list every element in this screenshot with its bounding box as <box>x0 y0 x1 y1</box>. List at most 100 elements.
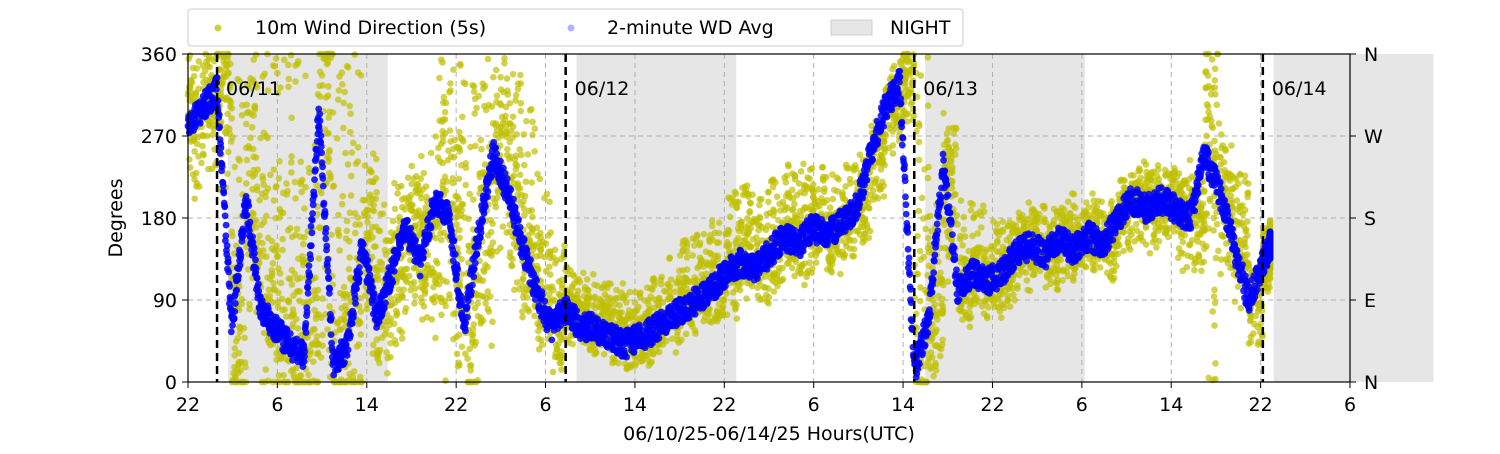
wind-5s-point <box>341 284 348 291</box>
wind-5s-point <box>330 183 337 190</box>
wind-5s-point <box>342 150 349 157</box>
wind-5s-point <box>738 225 745 232</box>
wind-5s-point <box>733 190 740 197</box>
wind-5s-point <box>1070 277 1077 284</box>
wind-5s-point <box>930 373 937 380</box>
wind-5s-point <box>325 114 332 121</box>
wind-5s-point <box>581 293 588 300</box>
wind-5s-point <box>535 335 542 342</box>
wind-5s-point <box>382 247 389 254</box>
wind-5s-point <box>471 83 478 90</box>
wind-5s-point <box>1014 282 1021 289</box>
wind-5s-point <box>393 308 400 315</box>
wind-5s-point <box>249 124 256 131</box>
wind-5s-point <box>490 239 497 246</box>
wind-5s-point <box>922 226 929 233</box>
wind-5s-point <box>310 358 317 365</box>
wind-5s-point <box>451 154 458 161</box>
wind-5s-point <box>959 316 966 323</box>
wind-5s-point <box>423 183 430 190</box>
wind-5s-point <box>1065 198 1072 205</box>
wind-5s-point <box>961 226 968 233</box>
wind-5s-point <box>467 362 474 369</box>
wind-5s-point <box>550 254 557 261</box>
wind-5s-point <box>347 210 354 217</box>
wind-5s-point <box>482 83 489 90</box>
wind-5s-point <box>404 266 411 273</box>
wind-5s-point <box>886 145 893 152</box>
wind-5s-point <box>727 196 734 203</box>
wind-5s-point <box>1005 223 1012 230</box>
wind-5s-point <box>399 335 406 342</box>
wind-5s-point <box>1201 259 1208 266</box>
wind-5s-point <box>1201 188 1208 195</box>
wind-5s-point <box>1203 243 1210 250</box>
wind-5s-point <box>348 192 355 199</box>
wind-5s-point <box>327 173 334 180</box>
wind-5s-point <box>1204 101 1211 108</box>
wind-5s-point <box>575 295 582 302</box>
wind-5s-point <box>462 182 469 189</box>
wind-5s-point <box>243 180 250 187</box>
wind-5s-point <box>984 313 991 320</box>
wind-5s-point <box>436 117 443 124</box>
wind-5s-point <box>298 159 305 166</box>
wind-5s-point <box>890 150 897 157</box>
wind-5s-point <box>259 240 266 247</box>
wind-5s-point <box>406 273 413 280</box>
wind-5s-point <box>272 184 279 191</box>
wind-5s-point <box>980 202 987 209</box>
wind-5s-point <box>339 69 346 76</box>
wind-5s-point <box>263 213 270 220</box>
wind-5s-point <box>428 150 435 157</box>
wind-5s-point <box>771 288 778 295</box>
wind-5s-point <box>317 93 324 100</box>
wind-5s-point <box>1176 170 1183 177</box>
wind-5s-point <box>245 109 252 116</box>
wind-5s-point <box>765 189 772 196</box>
wind-5s-point <box>422 290 429 297</box>
wind-5s-point <box>950 130 957 137</box>
wind-5s-point <box>200 150 207 157</box>
wind-5s-point <box>524 294 531 301</box>
wind-5s-point <box>770 176 777 183</box>
wind-5s-point <box>283 180 290 187</box>
wind-5s-point <box>688 321 695 328</box>
wind-5s-point <box>229 115 236 122</box>
wind-5s-point <box>831 187 838 194</box>
wind-5s-point <box>1121 177 1128 184</box>
wind-5s-point <box>277 270 284 277</box>
wind-5s-point <box>433 133 440 140</box>
wind-5s-point <box>259 173 266 180</box>
wind-5s-point <box>601 351 608 358</box>
wind-5s-point <box>357 320 364 327</box>
wind-5s-point <box>774 193 781 200</box>
wind-5s-point <box>249 186 256 193</box>
wind-5s-point <box>412 285 419 292</box>
wind-5s-point <box>843 162 850 169</box>
wind-5s-point <box>684 254 691 261</box>
wind-5s-point <box>1124 239 1131 246</box>
wind-5s-point <box>1211 293 1218 300</box>
wind-5s-point <box>917 298 924 305</box>
wind-5s-point <box>470 321 477 328</box>
wind-5s-point <box>229 134 236 141</box>
wind-5s-point <box>1212 77 1219 84</box>
wind-5s-point <box>764 298 771 305</box>
wind-5s-point <box>232 375 239 382</box>
wind-5s-point <box>927 213 934 220</box>
wind-5s-point <box>819 199 826 206</box>
wind-5s-point <box>446 291 453 298</box>
wind-5s-point <box>988 243 995 250</box>
wind-5s-point <box>374 336 381 343</box>
wind-5s-point <box>877 183 884 190</box>
wind-5s-point <box>975 230 982 237</box>
wind-5s-point <box>925 235 932 242</box>
wind-5s-point <box>532 125 539 132</box>
wind-5s-point <box>456 235 463 242</box>
wind-5s-point <box>623 293 630 300</box>
wind-5s-point <box>1209 123 1216 130</box>
wind-5s-point <box>260 247 267 254</box>
wind-5s-point <box>273 243 280 250</box>
wind-5s-point <box>236 157 243 164</box>
